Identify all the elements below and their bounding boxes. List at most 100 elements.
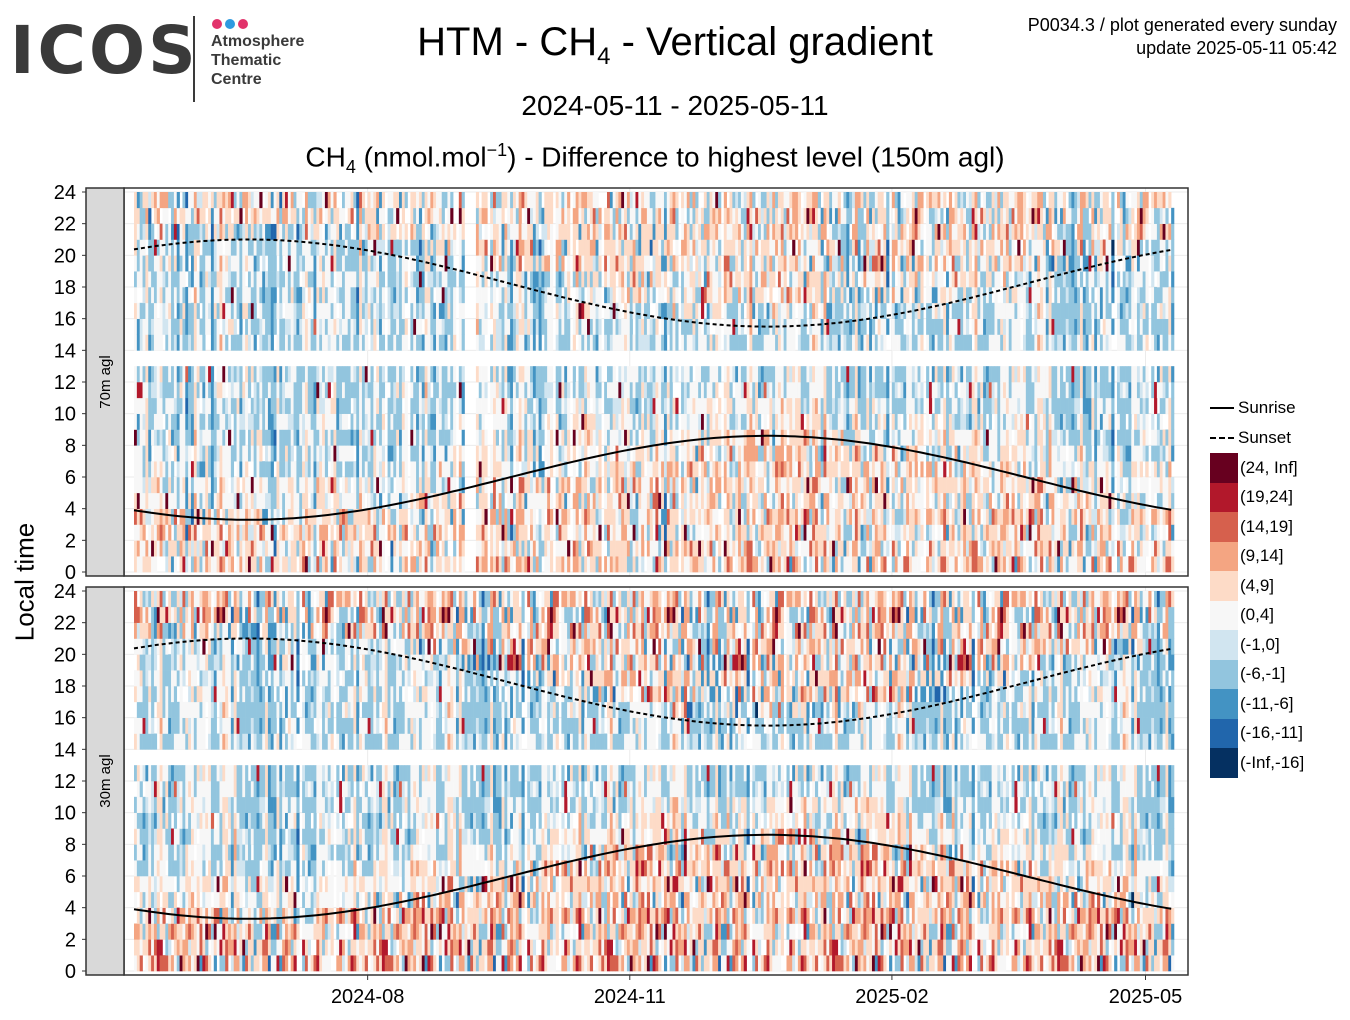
heatmap-cell <box>698 366 702 383</box>
heatmap-cell <box>589 318 594 335</box>
heatmap-cell <box>769 334 773 351</box>
heatmap-cell <box>316 287 320 304</box>
heatmap-cell <box>581 413 585 430</box>
heatmap-cell <box>484 255 488 272</box>
heatmap-cell <box>718 445 722 462</box>
heatmap-cell <box>339 540 343 557</box>
heatmap-cell <box>515 302 519 319</box>
heatmap-cell <box>151 556 155 573</box>
heatmap-cell <box>740 382 745 399</box>
heatmap-cell <box>210 255 215 272</box>
heatmap-cell <box>550 413 554 430</box>
heatmap-cell <box>347 397 351 414</box>
heatmap-cell <box>538 207 542 224</box>
heatmap-cell <box>290 524 294 541</box>
heatmap-cell <box>381 334 386 351</box>
heatmap-cell <box>763 366 767 383</box>
heatmap-cell <box>661 207 665 224</box>
heatmap-cell <box>433 207 437 224</box>
heatmap-cell <box>390 492 394 509</box>
heatmap-cell <box>538 318 542 335</box>
heatmap-cell <box>803 445 807 462</box>
heatmap-cell <box>282 429 286 446</box>
heatmap-cell <box>763 302 767 319</box>
heatmap-cell <box>532 239 537 256</box>
heatmap-cell <box>299 382 303 399</box>
heatmap-cell <box>518 382 522 399</box>
heatmap-cell <box>490 287 494 304</box>
heatmap-cell <box>547 540 551 557</box>
heatmap-cell <box>216 255 220 272</box>
heatmap-cell <box>718 397 722 414</box>
heatmap-cell <box>578 382 582 399</box>
heatmap-cell <box>379 192 383 209</box>
heatmap-cell <box>780 397 784 414</box>
heatmap-cell <box>632 239 636 256</box>
heatmap-cell <box>202 239 206 256</box>
heatmap-cell <box>809 492 813 509</box>
heatmap-cell <box>644 429 648 446</box>
heatmap-cell <box>572 413 576 430</box>
heatmap-cell <box>749 382 753 399</box>
heatmap-cell <box>644 318 648 335</box>
heatmap-cell <box>219 413 223 430</box>
heatmap-cell <box>820 540 824 557</box>
heatmap-cell <box>715 223 719 240</box>
heatmap-cell <box>635 382 639 399</box>
heatmap-cell <box>179 492 183 509</box>
heatmap-cell <box>153 556 158 573</box>
heatmap-cell <box>461 556 465 573</box>
heatmap-cell <box>609 366 613 383</box>
heatmap-cell <box>743 524 747 541</box>
heatmap-cell <box>578 239 582 256</box>
heatmap-cell <box>769 413 773 430</box>
heatmap-cell <box>783 540 787 557</box>
heatmap-cell <box>433 397 437 414</box>
heatmap-cell <box>302 223 306 240</box>
heatmap-cell <box>225 508 229 525</box>
heatmap-cell <box>461 318 465 335</box>
heatmap-cell <box>330 556 334 573</box>
heatmap-cell <box>398 382 403 399</box>
heatmap-cell <box>772 382 776 399</box>
heatmap-cell <box>276 366 280 383</box>
heatmap-cell <box>578 477 582 494</box>
heatmap-cell <box>347 445 351 462</box>
heatmap-cell <box>145 508 149 525</box>
heatmap-cell <box>387 508 391 525</box>
heatmap-cell <box>809 318 813 335</box>
heatmap-cell <box>148 477 152 494</box>
heatmap-cell <box>544 397 548 414</box>
heatmap-cell <box>615 397 619 414</box>
heatmap-cell <box>418 556 423 573</box>
heatmap-cell <box>732 477 736 494</box>
heatmap-cell <box>438 239 443 256</box>
heatmap-cell <box>285 477 289 494</box>
heatmap-cell <box>689 492 693 509</box>
heatmap-cell <box>404 397 408 414</box>
heatmap-cell <box>575 413 579 430</box>
heatmap-cell <box>530 556 534 573</box>
heatmap-cell <box>550 461 554 478</box>
heatmap-cell <box>199 492 203 509</box>
heatmap-cell <box>304 556 309 573</box>
heatmap-cell <box>282 397 286 414</box>
heatmap-cell <box>381 413 386 430</box>
heatmap-cell <box>749 255 753 272</box>
heatmap-cell <box>760 492 764 509</box>
heatmap-cell <box>729 524 733 541</box>
heatmap-cell <box>273 492 277 509</box>
heatmap-cell <box>746 287 750 304</box>
heatmap-cell <box>772 271 776 288</box>
heatmap-cell <box>777 223 782 240</box>
heatmap-cell <box>344 508 348 525</box>
heatmap-cell <box>729 508 733 525</box>
heatmap-cell <box>512 207 517 224</box>
heatmap-cell <box>564 366 568 383</box>
heatmap-cell <box>225 397 229 414</box>
heatmap-cell <box>230 492 235 509</box>
heatmap-cell <box>484 540 488 557</box>
heatmap-cell <box>775 192 779 209</box>
heatmap-cell <box>165 207 169 224</box>
heatmap-cell <box>441 413 445 430</box>
